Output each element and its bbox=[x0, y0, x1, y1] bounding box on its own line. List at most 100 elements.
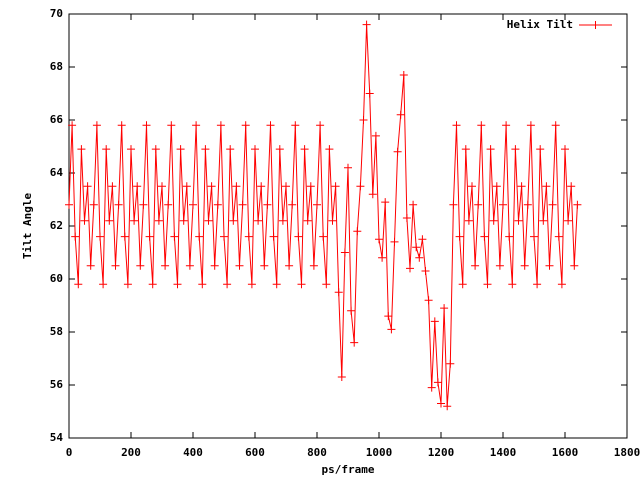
point-marker bbox=[440, 304, 449, 313]
point-marker bbox=[409, 200, 418, 209]
point-marker bbox=[368, 190, 377, 199]
x-tick-label: 1800 bbox=[614, 446, 640, 459]
y-tick-label: 58 bbox=[50, 325, 63, 338]
point-marker bbox=[77, 145, 86, 154]
point-marker bbox=[316, 121, 325, 130]
x-axis-label: ps/frame bbox=[322, 463, 375, 476]
point-marker bbox=[523, 200, 532, 209]
point-marker bbox=[480, 232, 489, 241]
point-marker bbox=[399, 70, 408, 79]
point-marker bbox=[148, 280, 157, 289]
legend-marker bbox=[591, 21, 600, 29]
point-marker bbox=[142, 121, 151, 130]
point-marker bbox=[223, 280, 232, 289]
point-marker bbox=[483, 280, 492, 289]
point-marker bbox=[548, 200, 557, 209]
point-marker bbox=[244, 232, 253, 241]
point-marker bbox=[300, 145, 309, 154]
point-marker bbox=[495, 261, 504, 270]
point-marker bbox=[161, 261, 170, 270]
point-marker bbox=[204, 216, 213, 225]
point-marker bbox=[328, 216, 337, 225]
point-marker bbox=[229, 216, 238, 225]
point-marker bbox=[313, 200, 321, 209]
point-marker bbox=[89, 200, 98, 209]
point-marker bbox=[247, 280, 256, 289]
point-marker bbox=[514, 216, 523, 225]
point-marker bbox=[536, 145, 545, 154]
point-marker bbox=[418, 235, 427, 244]
point-marker bbox=[154, 216, 163, 225]
x-tick-label: 1600 bbox=[552, 446, 579, 459]
series-line bbox=[68, 24, 578, 407]
point-marker bbox=[130, 216, 139, 225]
point-marker bbox=[111, 261, 120, 270]
point-marker bbox=[424, 296, 433, 305]
point-marker bbox=[322, 280, 331, 289]
y-tick-label: 62 bbox=[50, 219, 63, 232]
point-marker bbox=[573, 200, 582, 209]
point-marker bbox=[477, 121, 486, 130]
point-marker bbox=[251, 145, 259, 154]
plot-border bbox=[68, 13, 628, 439]
point-marker bbox=[557, 280, 566, 289]
point-marker bbox=[266, 121, 275, 130]
point-marker bbox=[415, 253, 424, 262]
point-marker bbox=[127, 145, 135, 154]
point-marker bbox=[325, 145, 334, 154]
point-marker bbox=[176, 145, 185, 154]
point-marker bbox=[238, 200, 247, 209]
point-marker bbox=[306, 182, 315, 191]
point-marker bbox=[545, 261, 554, 270]
point-marker bbox=[455, 232, 464, 241]
point-marker bbox=[272, 280, 281, 289]
point-marker bbox=[179, 216, 188, 225]
point-marker bbox=[288, 200, 297, 209]
point-marker bbox=[182, 182, 191, 191]
point-marker bbox=[443, 402, 452, 411]
point-marker bbox=[114, 200, 123, 209]
point-marker bbox=[412, 243, 421, 252]
point-marker bbox=[123, 280, 132, 289]
point-marker bbox=[458, 280, 467, 289]
point-marker bbox=[365, 89, 374, 98]
x-tick-label: 200 bbox=[121, 446, 141, 459]
point-marker bbox=[433, 378, 442, 387]
point-marker bbox=[564, 216, 573, 225]
point-marker bbox=[133, 182, 142, 191]
point-marker bbox=[561, 145, 569, 154]
point-marker bbox=[198, 280, 207, 289]
point-marker bbox=[499, 200, 507, 209]
point-marker bbox=[136, 261, 145, 270]
point-marker bbox=[449, 200, 458, 209]
point-marker bbox=[303, 216, 312, 225]
point-marker bbox=[260, 261, 269, 270]
point-marker bbox=[216, 121, 225, 130]
point-marker bbox=[505, 232, 514, 241]
point-marker bbox=[257, 182, 266, 191]
point-marker bbox=[92, 121, 101, 130]
point-marker bbox=[192, 121, 201, 130]
point-marker bbox=[319, 232, 328, 241]
point-marker bbox=[371, 131, 380, 140]
point-marker bbox=[446, 359, 455, 368]
point-marker bbox=[554, 232, 563, 241]
point-marker bbox=[235, 261, 244, 270]
y-axis-label: Tilt Angle bbox=[21, 193, 34, 260]
point-marker bbox=[86, 261, 95, 270]
point-marker bbox=[387, 325, 396, 334]
point-marker bbox=[471, 261, 480, 270]
point-marker bbox=[269, 232, 278, 241]
point-marker bbox=[185, 261, 194, 270]
point-marker bbox=[254, 216, 263, 225]
point-marker bbox=[393, 147, 402, 156]
point-marker bbox=[108, 182, 117, 191]
point-marker bbox=[337, 373, 346, 382]
y-tick-label: 64 bbox=[50, 166, 64, 179]
point-marker bbox=[530, 232, 538, 241]
point-marker bbox=[71, 232, 80, 241]
point-marker bbox=[226, 145, 235, 154]
point-marker bbox=[430, 317, 439, 326]
point-marker bbox=[170, 232, 179, 241]
point-marker bbox=[220, 232, 228, 241]
